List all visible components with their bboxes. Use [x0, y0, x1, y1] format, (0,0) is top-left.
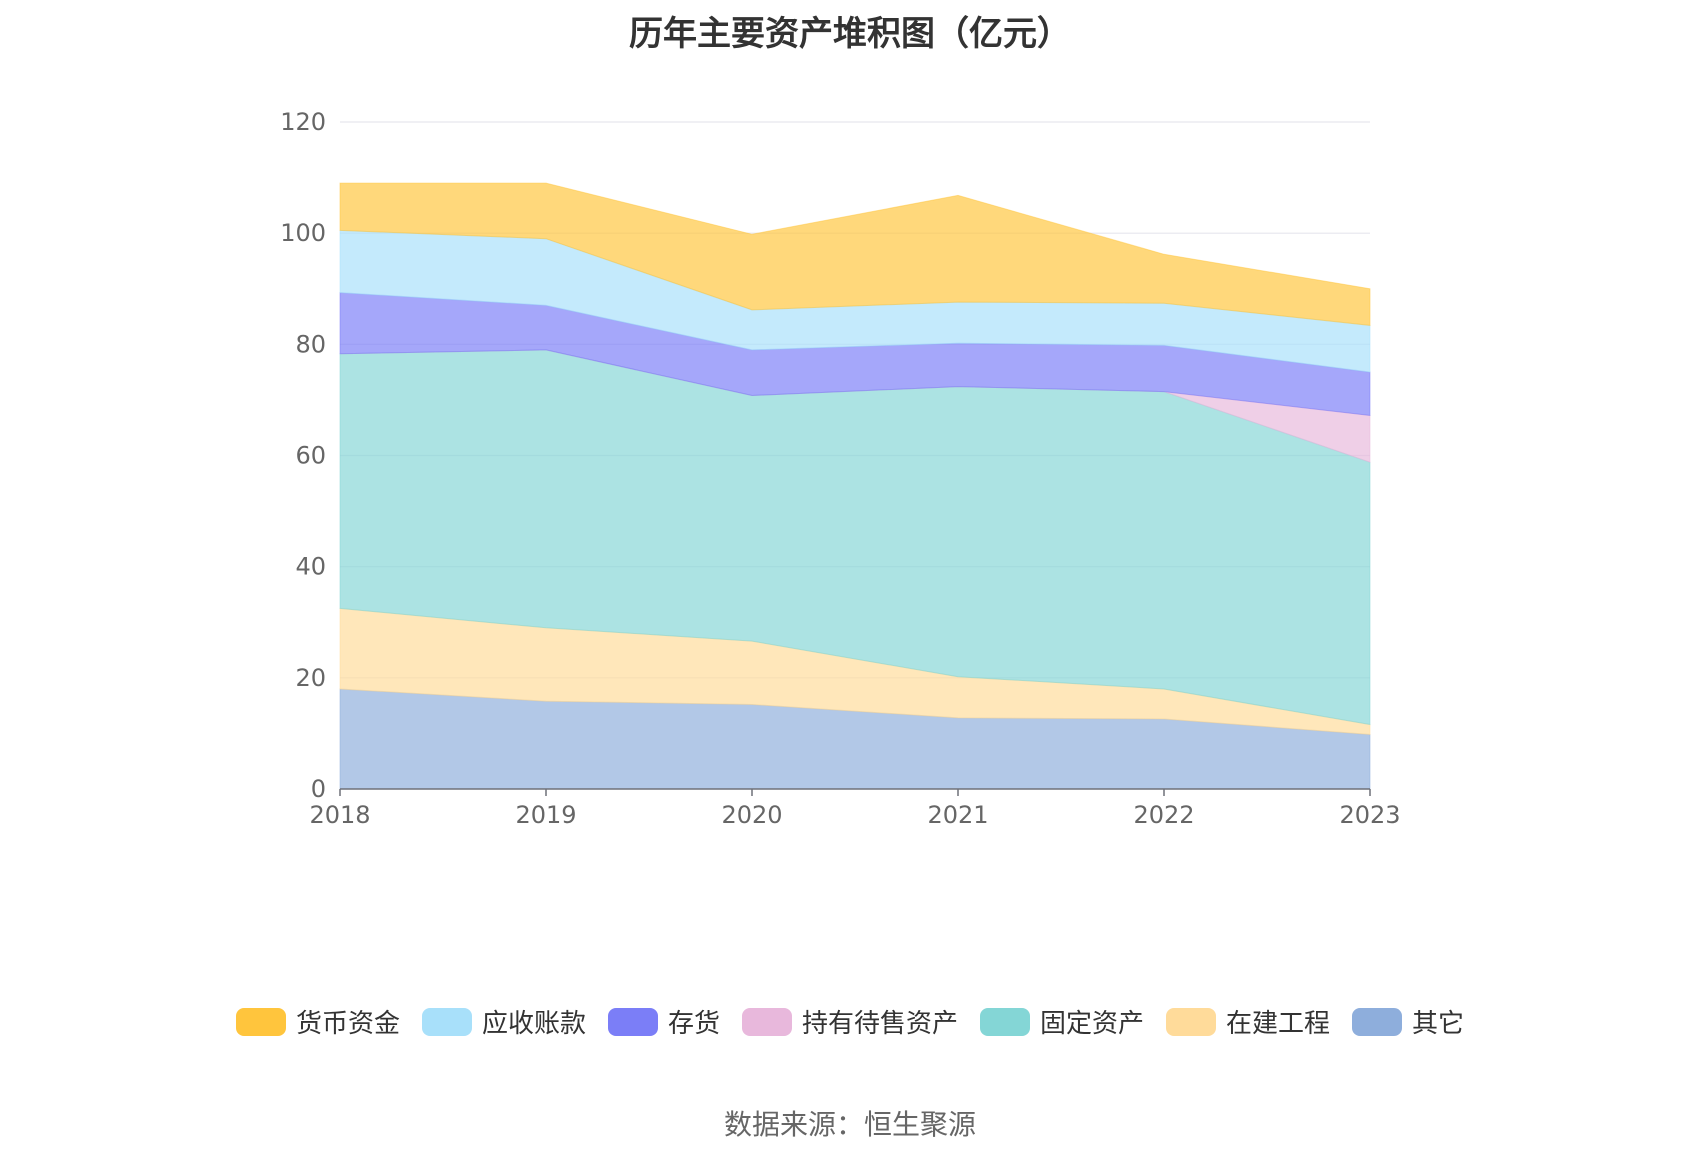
legend-swatch: [607, 1007, 658, 1036]
legend-item[interactable]: 货币资金: [235, 1003, 400, 1040]
y-tick-label: 60: [295, 442, 326, 470]
x-tick-label: 2020: [721, 801, 782, 829]
axis-layer: 0 20 40 60 80 100 120 2018 2019 2020 2021 2022 2023: [280, 108, 1400, 829]
legend-item[interactable]: 存货: [607, 1003, 720, 1040]
legend-item[interactable]: 在建工程: [1166, 1003, 1330, 1040]
legend-label: 持有待售资产: [801, 1009, 958, 1039]
data-source-note: 数据来源：恒生聚源: [723, 1108, 976, 1141]
y-tick-label: 40: [295, 553, 326, 581]
y-tick-label: 0: [311, 775, 326, 803]
legend-swatch: [980, 1007, 1030, 1036]
x-tick-label: 2019: [515, 801, 576, 829]
legend-swatch: [1166, 1007, 1217, 1036]
legend-label: 应收账款: [481, 1009, 586, 1039]
legend-label: 在建工程: [1226, 1009, 1331, 1039]
legend-label: 其它: [1412, 1009, 1465, 1039]
x-tick-label: 2021: [927, 801, 988, 829]
legend-label: 固定资产: [1040, 1009, 1145, 1039]
y-tick-label: 120: [280, 108, 326, 136]
x-tick-label: 2023: [1339, 801, 1400, 829]
legend-swatch: [235, 1007, 286, 1036]
legend-label: 存货: [667, 1009, 720, 1039]
x-tick-label: 2022: [1133, 801, 1194, 829]
area-series: [339, 182, 1371, 326]
legend-item[interactable]: 固定资产: [980, 1003, 1144, 1040]
area-layer: [339, 182, 1371, 790]
legend-swatch: [1352, 1007, 1403, 1036]
legend-item[interactable]: 应收账款: [421, 1003, 586, 1040]
y-tick-label: 20: [295, 664, 326, 692]
chart-title: 历年主要资产堆积图（亿元）: [629, 14, 1071, 54]
y-tick-label: 100: [280, 219, 326, 247]
legend-swatch: [741, 1007, 792, 1036]
legend: 货币资金 应收账款 存货 持有待售资产 固定资产 在建工程 其它: [0, 1003, 1700, 1040]
legend-item[interactable]: 持有待售资产: [741, 1003, 958, 1040]
legend-item[interactable]: 其它: [1352, 1003, 1464, 1040]
legend-label: 货币资金: [295, 1009, 400, 1039]
legend-swatch: [421, 1007, 472, 1036]
y-tick-label: 80: [295, 330, 326, 358]
x-tick-label: 2018: [309, 801, 370, 829]
